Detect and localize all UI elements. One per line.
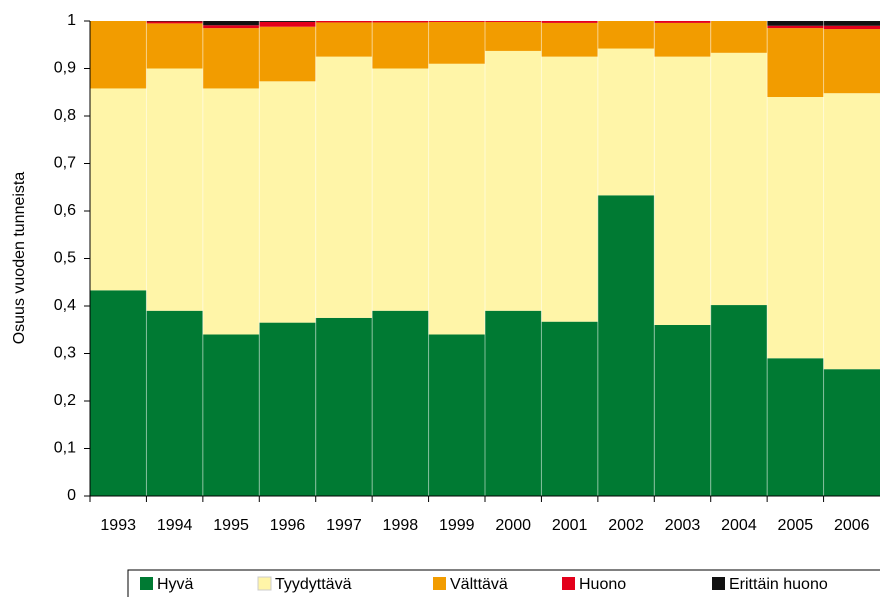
bar-segment	[485, 21, 542, 51]
y-tick-label: 0,3	[54, 345, 76, 362]
bar-segment	[823, 29, 880, 94]
bar-segment	[823, 25, 880, 30]
bar-segment	[315, 22, 373, 57]
bar-segment	[541, 21, 598, 23]
bar-segment	[823, 369, 880, 496]
x-tick-label: 2002	[608, 517, 644, 534]
bar-segment	[146, 68, 203, 311]
bar-segment	[372, 21, 429, 23]
bar-segment	[315, 21, 373, 23]
y-tick-label: 0,1	[54, 440, 76, 457]
bar-segment	[428, 21, 485, 64]
y-tick-label: 0,2	[54, 392, 76, 409]
bar-segment	[259, 21, 316, 22]
bar-segment	[259, 81, 316, 323]
x-tick-label: 1996	[270, 517, 306, 534]
bar-segment	[597, 48, 655, 196]
bar-segment	[372, 22, 429, 69]
bar-segment	[259, 322, 316, 496]
bar-segment	[654, 325, 711, 496]
bar-segment	[767, 28, 824, 97]
bar-segment	[485, 50, 542, 311]
y-tick-label: 0,9	[54, 60, 76, 77]
bar-segment	[597, 195, 655, 496]
y-tick-label: 0,7	[54, 155, 76, 172]
bar-segment	[710, 52, 768, 306]
bar-segment	[823, 21, 880, 26]
bar-segment	[202, 21, 260, 26]
legend-swatch	[712, 577, 725, 590]
bar-segment	[202, 334, 260, 496]
y-axis-label: Osuus vuoden tunneista	[11, 172, 28, 345]
bar-segment	[202, 25, 260, 29]
bar-segment	[428, 63, 485, 335]
x-tick-label: 1994	[157, 517, 193, 534]
bar-segment	[428, 21, 485, 22]
x-tick-label: 2004	[721, 517, 757, 534]
bar-segment	[259, 26, 316, 82]
x-tick-label: 2006	[834, 517, 870, 534]
x-tick-label: 2003	[665, 517, 701, 534]
legend-label: Erittäin huono	[729, 576, 828, 593]
legend-label: Välttävä	[450, 576, 508, 593]
x-tick-label: 1998	[383, 517, 419, 534]
bar-segment	[654, 22, 711, 57]
legend-label: Huono	[579, 576, 626, 593]
bar-segment	[485, 310, 542, 496]
legend-swatch	[257, 576, 272, 591]
x-tick-label: 1993	[100, 517, 136, 534]
y-tick-label: 0,8	[54, 107, 76, 124]
bar-segment	[428, 334, 485, 496]
x-tick-label: 1999	[439, 517, 475, 534]
x-tick-label: 1995	[213, 517, 249, 534]
x-tick-label: 1997	[326, 517, 362, 534]
bar-segment	[146, 23, 203, 69]
bar-segment	[767, 25, 824, 29]
bar-segment	[654, 56, 711, 325]
bar-segment	[710, 305, 768, 496]
bar-segment	[90, 88, 147, 291]
legend-swatch	[433, 577, 446, 590]
bar-segment	[767, 358, 824, 496]
bar-segment	[315, 56, 373, 318]
bar-segment	[654, 21, 711, 23]
bar-segment	[541, 22, 598, 57]
legend-swatch	[140, 577, 153, 590]
bar-segment	[372, 68, 429, 311]
bar-segment	[823, 93, 880, 370]
bar-segment	[202, 28, 260, 89]
bar-segment	[259, 21, 316, 27]
bar-segment	[315, 317, 373, 496]
bar-segment	[710, 21, 768, 53]
bar-segment	[767, 21, 824, 26]
bar-segment	[202, 88, 260, 335]
y-tick-label: 0,5	[54, 250, 76, 267]
legend-label: Tyydyttävä	[275, 576, 352, 593]
y-tick-label: 0,4	[54, 297, 76, 314]
x-tick-label: 2001	[552, 517, 588, 534]
bar-segment	[90, 21, 147, 89]
legend-box	[127, 569, 880, 597]
bar-segment	[597, 21, 655, 49]
bar-segment	[767, 97, 824, 359]
bar-segment	[146, 310, 203, 496]
bar-segment	[146, 21, 203, 24]
x-tick-label: 2000	[495, 517, 531, 534]
legend-swatch	[562, 577, 575, 590]
y-tick-label: 0,6	[54, 202, 76, 219]
x-tick-label: 2005	[778, 517, 814, 534]
legend-label: Hyvä	[157, 576, 194, 593]
bar-segment	[541, 321, 598, 496]
bar-segment	[541, 56, 598, 322]
bar-segment	[485, 21, 542, 22]
bar-segment	[90, 290, 147, 496]
y-tick-label: 0	[67, 487, 76, 504]
bar-segment	[372, 310, 429, 496]
y-tick-label: 1	[67, 12, 76, 29]
